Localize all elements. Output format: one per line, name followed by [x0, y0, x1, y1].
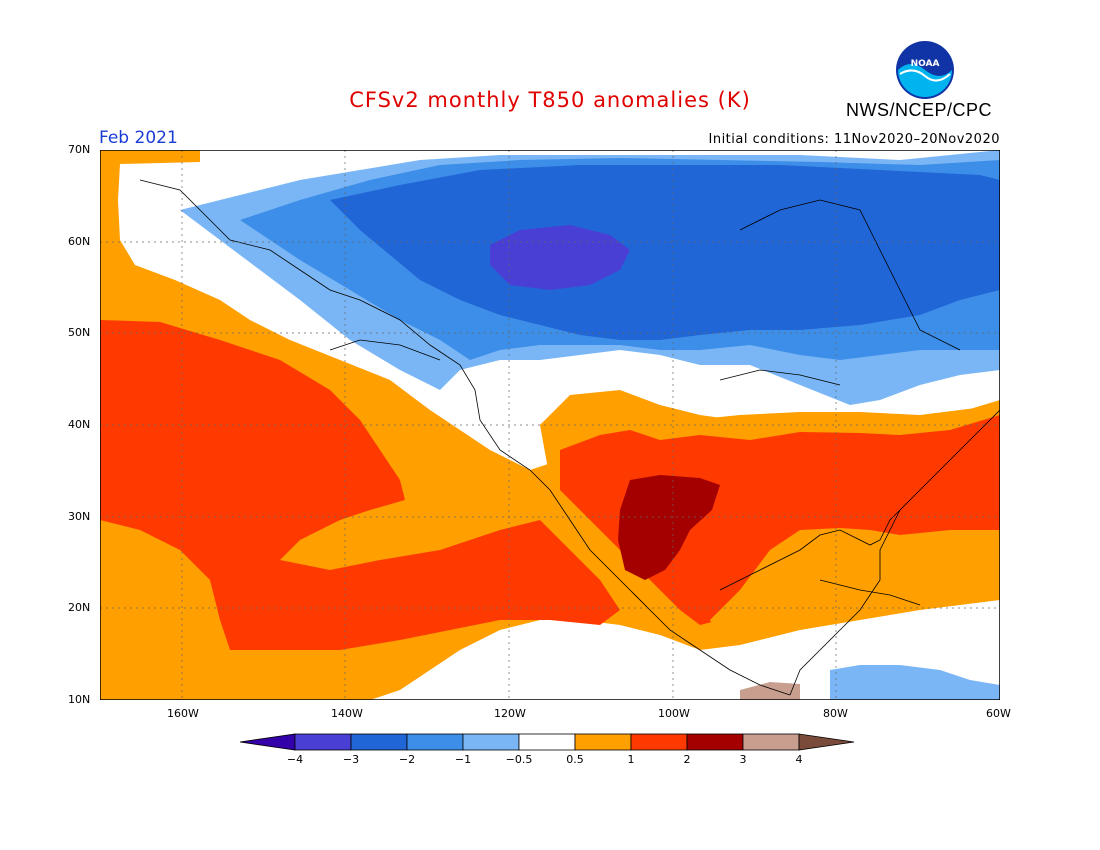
- lon-label: 120W: [494, 707, 526, 720]
- lat-label: 70N: [68, 143, 91, 156]
- gridlines: [100, 150, 1000, 700]
- colorbar-tick-label: 0.5: [566, 753, 584, 766]
- colorbar-tick-label: 4: [795, 753, 803, 766]
- forecast-month: Feb 2021: [99, 128, 178, 148]
- lon-label: 140W: [331, 707, 363, 720]
- warm-tan-panama: [740, 682, 800, 700]
- noaa-logo: NOAA: [896, 41, 954, 99]
- agency-label: NWS/NCEP/CPC: [846, 100, 993, 120]
- coastlines: [139, 179, 1000, 696]
- lat-label: 40N: [68, 418, 91, 431]
- lat-label: 30N: [68, 510, 91, 523]
- lat-label: 60N: [68, 235, 91, 248]
- colorbar-tick-label: 3: [739, 753, 747, 766]
- colorbar-segment: [574, 733, 632, 751]
- colorbar-tick-label: −2: [398, 753, 416, 766]
- lat-label: 10N: [68, 693, 91, 706]
- lon-label: 100W: [658, 707, 690, 720]
- colorbar-tick-label: −0.5: [505, 753, 533, 766]
- cold-purple-core: [490, 225, 630, 290]
- warm-red-pacific: [100, 320, 620, 650]
- colorbar-end-high: [798, 733, 855, 751]
- colorbar-tick-label: 1: [627, 753, 635, 766]
- warm-red-us-atlantic: [560, 415, 1000, 625]
- colorbar-segment: [518, 733, 576, 751]
- lon-label: 80W: [823, 707, 848, 720]
- map-title: CFSv2 monthly T850 anomalies (K): [349, 88, 751, 112]
- colorbar-segment: [462, 733, 520, 751]
- colorbar-tick-label: 2: [683, 753, 691, 766]
- colorbar-end-low: [240, 733, 296, 751]
- colorbar-segment: [350, 733, 408, 751]
- colorbar-tick-label: −1: [454, 753, 472, 766]
- colorbar-tick-label: −3: [342, 753, 360, 766]
- cold-lightblue-caribbean: [830, 665, 1000, 700]
- lat-label: 20N: [68, 601, 91, 614]
- cold-blue: [330, 165, 1000, 340]
- warm-orange-gulf: [710, 535, 900, 640]
- lon-label: 160W: [167, 707, 199, 720]
- lon-label: 60W: [986, 707, 1011, 720]
- colorbar-segment: [406, 733, 464, 751]
- lat-label: 50N: [68, 326, 91, 339]
- svg-text:NOAA: NOAA: [911, 59, 940, 69]
- anomaly-map: [100, 150, 1000, 700]
- colorbar-segment: [630, 733, 688, 751]
- colorbar-segment: [742, 733, 800, 751]
- colorbar-segment: [686, 733, 744, 751]
- colorbar-segment: [294, 733, 352, 751]
- initial-conditions-label: Initial conditions: 11Nov2020–20Nov2020: [708, 132, 1000, 147]
- colorbar-tick-label: −4: [286, 753, 304, 766]
- colorbar: [240, 733, 855, 751]
- warm-darkred-core: [618, 475, 720, 580]
